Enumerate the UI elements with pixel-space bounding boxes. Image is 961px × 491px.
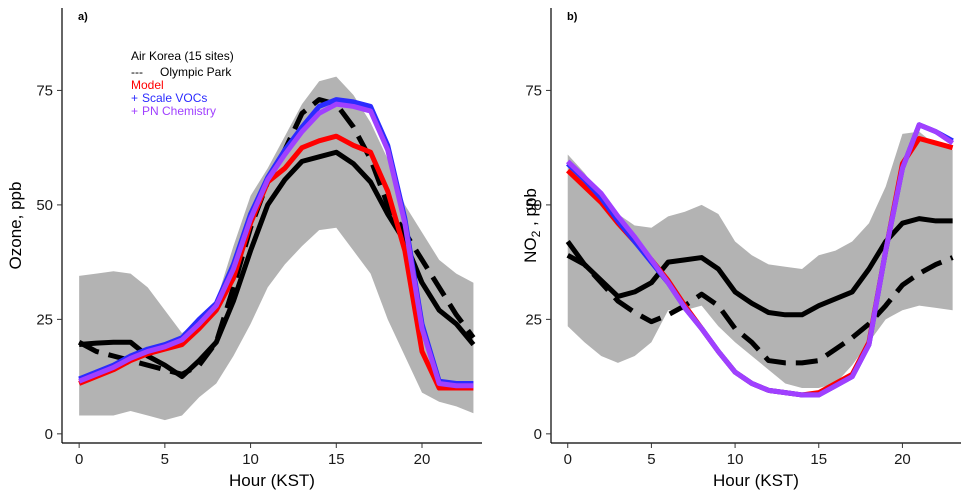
- legend-label-scale-vocs: Scale VOCs: [142, 91, 207, 105]
- y-axis-title: NO2 , ppb: [521, 188, 543, 263]
- x-tick-label: 15: [810, 451, 827, 468]
- x-tick-label: 5: [161, 451, 169, 468]
- legend-label-pn-chemistry: PN Chemistry: [142, 104, 216, 118]
- panel-a-ozone: 0 5 10 15 20 0 25 50 75 Hour (KST) Ozone, ppb a): [6, 8, 482, 490]
- y-tick-label: 75: [36, 82, 53, 99]
- legend-marker-olympic-park: ---: [131, 65, 143, 79]
- range-band: [79, 76, 474, 421]
- legend: Air Korea (15 sites) --- Olympic Park Mo…: [131, 49, 234, 118]
- series-line-pn-chemistry: [78, 101, 474, 389]
- legend-marker-scale-vocs: +: [131, 91, 138, 105]
- legend-marker-pn-chemistry: +: [131, 104, 138, 118]
- x-tick-label: 10: [242, 451, 259, 468]
- x-tick-label: 10: [727, 451, 744, 468]
- legend-label-olympic-park: Olympic Park: [160, 65, 232, 79]
- y-tick-label: 0: [534, 426, 542, 443]
- y-tick-label: 75: [525, 82, 542, 99]
- y-axis-title: Ozone, ppb: [6, 182, 25, 270]
- x-tick-label: 15: [328, 451, 345, 468]
- y-tick-label: 25: [525, 311, 542, 328]
- y-tick-label: 0: [45, 426, 53, 443]
- x-axis-title: Hour (KST): [229, 471, 315, 490]
- panel-label: a): [78, 11, 88, 23]
- y-tick-label: 25: [36, 311, 53, 328]
- series-line-olympic-park: [566, 253, 954, 366]
- legend-label-model: Model: [131, 78, 164, 92]
- range-band: [567, 131, 953, 389]
- y-tick-label: 50: [36, 197, 53, 214]
- x-tick-label: 5: [647, 451, 655, 468]
- y-tick-label: 50: [525, 197, 542, 214]
- panel-label: b): [567, 11, 578, 23]
- x-tick-label: 0: [564, 451, 572, 468]
- x-axis-title: Hour (KST): [713, 471, 799, 490]
- x-tick-label: 20: [894, 451, 911, 468]
- series-line-pn-chemistry: [566, 122, 955, 398]
- panel-b-no2: 0 5 10 15 20 0 25 50 75 Hour (KST) NO2 , ppb b): [521, 8, 961, 490]
- x-tick-label: 20: [414, 451, 431, 468]
- x-tick-label: 0: [75, 451, 83, 468]
- legend-title: Air Korea (15 sites): [131, 49, 234, 63]
